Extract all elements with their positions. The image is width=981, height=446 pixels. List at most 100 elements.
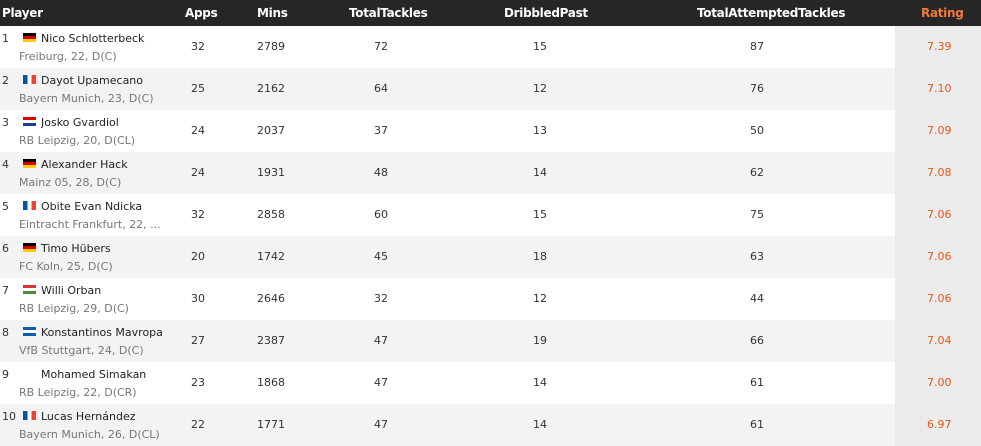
rating-column-bg — [895, 278, 981, 320]
flag-icon — [23, 33, 36, 42]
table-row: 10 Lucas Hernández Bayern Munich, 26, D(CL… — [0, 404, 981, 446]
rating-column-bg — [895, 404, 981, 446]
player-name: Timo Hübers — [41, 242, 111, 255]
rating: 7.10 — [927, 82, 952, 95]
rating: 7.09 — [927, 124, 952, 137]
stat-value: 1868 — [257, 376, 285, 389]
stat-value: 19 — [533, 334, 547, 347]
stat-value: 50 — [750, 124, 764, 137]
rating: 7.06 — [927, 208, 952, 221]
rank: 4 — [2, 158, 9, 171]
player-info: Bayern Munich, 26, D(CL) — [19, 428, 160, 441]
stat-value: 2162 — [257, 82, 285, 95]
player-info: Bayern Munich, 23, D(C) — [19, 92, 154, 105]
stat-value: 2646 — [257, 292, 285, 305]
table-row: 9 Mohamed Simakan RB Leipzig, 22, D(CR) 23 1… — [0, 362, 981, 404]
player-info: RB Leipzig, 22, D(CR) — [19, 386, 137, 399]
flag-icon — [23, 327, 36, 336]
table-row: 6 Timo Hübers FC Koln, 25, D(C) 20 1742 45 18 6… — [0, 236, 981, 278]
stat-value: 12 — [533, 82, 547, 95]
table-row: 5 Obite Evan Ndicka Eintracht Frankfurt, 2… — [0, 194, 981, 236]
stat-value: 75 — [750, 208, 764, 221]
player-name: Lucas Hernández — [41, 410, 136, 423]
rating: 6.97 — [927, 418, 952, 431]
column-header: Rating — [921, 6, 964, 20]
player-info: Mainz 05, 28, D(C) — [19, 176, 122, 189]
stat-value: 20 — [191, 250, 205, 263]
table-row: 8 Konstantinos Mavropanos VfB Stuttgart, 2… — [0, 320, 981, 362]
player-name: Nico Schlotterbeck — [41, 32, 145, 45]
rank: 3 — [2, 116, 9, 129]
stat-value: 22 — [191, 418, 205, 431]
rank: 9 — [2, 368, 9, 381]
stat-value: 48 — [374, 166, 388, 179]
rating: 7.08 — [927, 166, 952, 179]
stat-value: 15 — [533, 40, 547, 53]
flag-icon — [23, 201, 36, 210]
player-name: Mohamed Simakan — [41, 368, 147, 381]
stat-value: 37 — [374, 124, 388, 137]
rating-column-bg — [895, 320, 981, 362]
stat-value: 2789 — [257, 40, 285, 53]
stat-value: 63 — [750, 250, 764, 263]
table-header: Player Apps Mins TotalTackles DribbledPast To… — [0, 0, 981, 26]
rating: 7.04 — [927, 334, 952, 347]
stat-value: 30 — [191, 292, 205, 305]
rating-column-bg — [895, 26, 981, 68]
stat-value: 45 — [374, 250, 388, 263]
stat-value: 12 — [533, 292, 547, 305]
flag-icon — [23, 75, 36, 84]
rating: 7.06 — [927, 250, 952, 263]
stat-value: 47 — [374, 376, 388, 389]
stat-value: 24 — [191, 166, 205, 179]
table-row: 4 Alexander Hack Mainz 05, 28, D(C) 24 1931 4… — [0, 152, 981, 194]
stat-value: 64 — [374, 82, 388, 95]
rating-column-bg — [895, 68, 981, 110]
stat-value: 23 — [191, 376, 205, 389]
rating-column-bg — [895, 110, 981, 152]
player-info: VfB Stuttgart, 24, D(C) — [19, 344, 144, 357]
rank: 5 — [2, 200, 9, 213]
stat-value: 1742 — [257, 250, 285, 263]
flag-icon — [23, 159, 36, 168]
player-info: RB Leipzig, 20, D(CL) — [19, 134, 136, 147]
rank: 10 — [2, 410, 16, 423]
rank: 2 — [2, 74, 9, 87]
player-info: RB Leipzig, 29, D(C) — [19, 302, 129, 315]
player-info: FC Koln, 25, D(C) — [19, 260, 113, 273]
stat-value: 25 — [191, 82, 205, 95]
rating-column-bg — [895, 236, 981, 278]
column-header: Apps — [185, 6, 218, 20]
rank: 6 — [2, 242, 9, 255]
player-name: Dayot Upamecano — [41, 74, 144, 87]
table-row: 2 Dayot Upamecano Bayern Munich, 23, D(C) 2… — [0, 68, 981, 110]
table-row: 7 Willi Orban RB Leipzig, 29, D(C) 30 2646 32… — [0, 278, 981, 320]
stat-value: 13 — [533, 124, 547, 137]
stat-value: 32 — [191, 208, 205, 221]
column-header: DribbledPast — [504, 6, 588, 20]
stat-value: 62 — [750, 166, 764, 179]
stat-value: 14 — [533, 418, 547, 431]
stat-value: 24 — [191, 124, 205, 137]
stat-value: 60 — [374, 208, 388, 221]
stat-value: 47 — [374, 334, 388, 347]
stat-value: 2858 — [257, 208, 285, 221]
column-header: TotalTackles — [349, 6, 428, 20]
stat-value: 44 — [750, 292, 764, 305]
rank: 7 — [2, 284, 9, 297]
rating-column-bg — [895, 152, 981, 194]
table-row: 3 Josko Gvardiol RB Leipzig, 20, D(CL) 24 20… — [0, 110, 981, 152]
flag-icon — [23, 285, 36, 294]
table-row: 1 Nico Schlotterbeck Freiburg, 22, D(C) 32 2… — [0, 26, 981, 68]
rank: 1 — [2, 32, 9, 45]
stat-value: 72 — [374, 40, 388, 53]
stat-value: 1931 — [257, 166, 285, 179]
player-info: Eintracht Frankfurt, 22, ... — [19, 218, 161, 231]
column-header: Player — [2, 6, 43, 20]
flag-icon — [23, 411, 36, 420]
stat-value: 66 — [750, 334, 764, 347]
stat-value: 27 — [191, 334, 205, 347]
rating: 7.39 — [927, 40, 952, 53]
player-name: Alexander Hack — [41, 158, 128, 171]
stat-value: 32 — [374, 292, 388, 305]
